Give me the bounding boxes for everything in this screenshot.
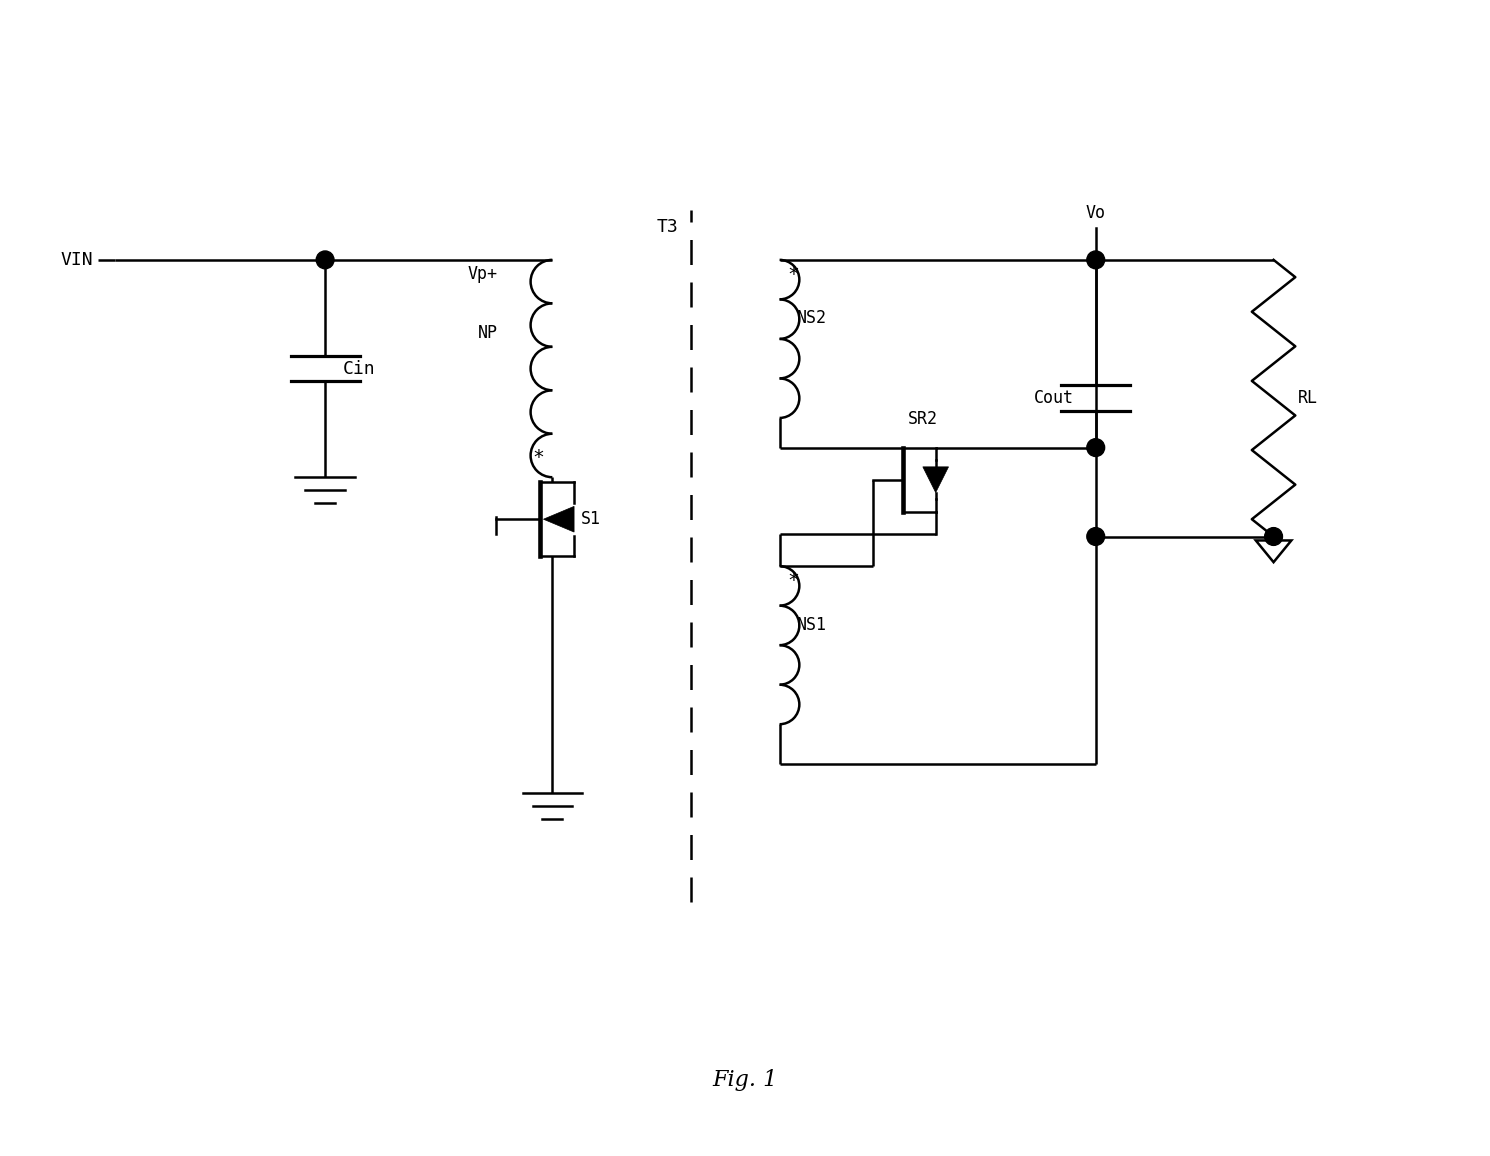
Text: RL: RL [1298, 390, 1319, 407]
Polygon shape [922, 467, 949, 492]
Circle shape [316, 251, 334, 268]
Text: NS1: NS1 [797, 615, 827, 633]
Text: Cin: Cin [343, 360, 375, 378]
Circle shape [1086, 527, 1104, 546]
Text: T3: T3 [657, 218, 679, 236]
Circle shape [1086, 438, 1104, 457]
Text: Vp+: Vp+ [468, 265, 498, 283]
Text: *: * [533, 449, 544, 467]
Polygon shape [544, 506, 574, 532]
Text: VIN: VIN [60, 251, 92, 269]
Circle shape [1265, 527, 1283, 546]
Text: Vo: Vo [1086, 205, 1106, 222]
Text: NP: NP [478, 324, 498, 342]
Text: S1: S1 [581, 510, 600, 528]
Text: SR2: SR2 [907, 410, 939, 428]
Text: *: * [788, 265, 799, 284]
Circle shape [1086, 251, 1104, 268]
Text: Cout: Cout [1034, 390, 1074, 407]
Text: Fig. 1: Fig. 1 [712, 1069, 778, 1091]
Text: NS2: NS2 [797, 310, 827, 327]
Text: *: * [788, 571, 799, 590]
